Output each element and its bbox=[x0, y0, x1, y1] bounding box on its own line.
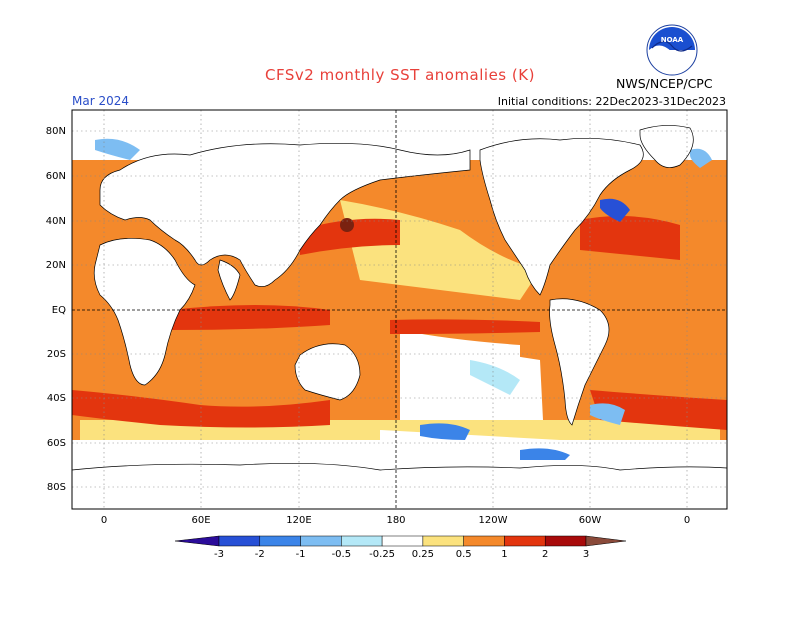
south-america bbox=[549, 298, 610, 426]
colorbar-swatch bbox=[259, 535, 301, 547]
india bbox=[217, 259, 241, 301]
lon-label: 0 bbox=[684, 515, 690, 526]
colorbar-tick-label: -1 bbox=[296, 549, 306, 560]
grid-lines bbox=[72, 110, 727, 509]
north-america bbox=[479, 138, 644, 296]
colorbar-low-cap bbox=[174, 535, 220, 547]
noaa-logo-text: NOAA bbox=[661, 36, 684, 44]
greenland bbox=[639, 125, 694, 168]
lon-label: 180 bbox=[386, 515, 405, 526]
lat-label: 40N bbox=[46, 216, 66, 227]
colorbar-tick-label: 3 bbox=[583, 549, 589, 560]
australia bbox=[294, 343, 361, 401]
lat-label: 60N bbox=[46, 171, 66, 182]
lat-label: 80N bbox=[46, 126, 66, 137]
lon-label: 0 bbox=[101, 515, 107, 526]
map-frame bbox=[71, 109, 728, 510]
lon-label: 120W bbox=[479, 515, 508, 526]
lon-label: 60E bbox=[191, 515, 210, 526]
colorbar-swatch bbox=[341, 535, 383, 547]
lat-label: EQ bbox=[52, 305, 66, 316]
lon-label: 120E bbox=[286, 515, 311, 526]
lat-label: 20N bbox=[46, 260, 66, 271]
africa bbox=[93, 238, 196, 386]
colorbar-tick-label: -2 bbox=[255, 549, 265, 560]
noaa-logo: NOAA bbox=[646, 24, 698, 76]
eurasia bbox=[99, 142, 471, 287]
lat-label: 20S bbox=[47, 349, 66, 360]
colorbar-high-cap bbox=[585, 535, 627, 547]
lat-label: 80S bbox=[47, 482, 66, 493]
lat-label: 40S bbox=[47, 393, 66, 404]
forecast-month: Mar 2024 bbox=[72, 94, 129, 108]
colorbar-swatch bbox=[381, 535, 424, 547]
lat-label: 60S bbox=[47, 438, 66, 449]
colorbar-tick-label: 0.5 bbox=[456, 549, 472, 560]
colorbar-swatch bbox=[300, 535, 342, 547]
reference-lines bbox=[72, 110, 727, 509]
colorbar-swatch bbox=[504, 535, 546, 547]
latitude-labels: 80N 60N 40N 20N EQ 20S 40S 60S 80S bbox=[46, 126, 66, 493]
colorbar-tick-label: -0.25 bbox=[369, 549, 395, 560]
colorbar-tick-label: 2 bbox=[542, 549, 548, 560]
colorbar-tick-label: -3 bbox=[214, 549, 224, 560]
colorbar-swatch bbox=[422, 535, 464, 547]
longitude-labels: 0 60E 120E 180 120W 60W 0 bbox=[101, 515, 690, 526]
colorbar-tick-label: 1 bbox=[501, 549, 507, 560]
colorbar-swatch bbox=[544, 535, 587, 547]
chart-title: CFSv2 monthly SST anomalies (K) bbox=[265, 66, 535, 84]
colorbar-swatch bbox=[218, 535, 261, 547]
lon-label: 60W bbox=[579, 515, 602, 526]
colorbar-swatch bbox=[463, 535, 505, 547]
continents bbox=[72, 125, 727, 509]
colorbar: -3 -2 -1 -0.5 -0.25 0.25 0.5 1 2 3 bbox=[174, 535, 627, 560]
colorbar-tick-label: 0.25 bbox=[412, 549, 434, 560]
colorbar-tick-label: -0.5 bbox=[332, 549, 352, 560]
antarctica bbox=[72, 462, 727, 509]
initial-conditions: Initial conditions: 22Dec2023-31Dec2023 bbox=[497, 95, 726, 108]
agency-label: NWS/NCEP/CPC bbox=[616, 76, 713, 91]
